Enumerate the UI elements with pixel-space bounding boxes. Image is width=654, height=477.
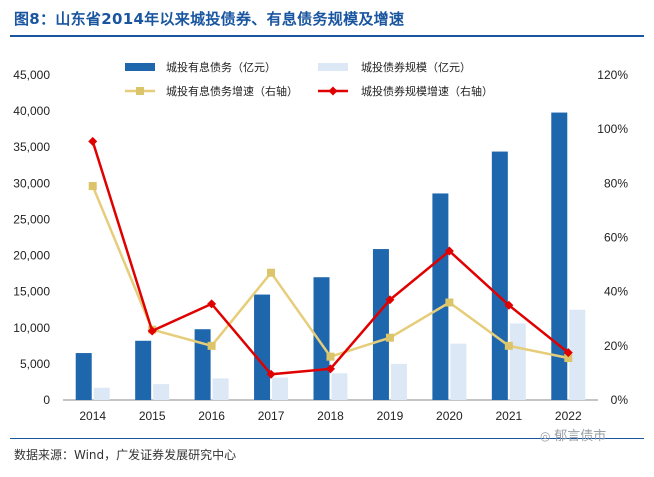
debt-bar [551, 112, 568, 401]
debt-growth-point [564, 354, 573, 363]
legend-label-debt-growth: 城投有息债务增速（右轴） [166, 84, 298, 98]
source-note: 数据来源：Wind，广发证券发展研究中心 [14, 448, 237, 462]
y-left-tick-label: 25,000 [13, 212, 50, 226]
debt-bar [135, 340, 152, 400]
bond-bar [509, 323, 526, 400]
bond-growth-point [266, 369, 276, 379]
x-tick-label: 2020 [436, 409, 463, 423]
debt-growth-point [445, 298, 454, 307]
bond-growth-point [326, 364, 335, 374]
x-tick-label: 2017 [258, 409, 285, 423]
source-divider [10, 438, 644, 439]
bond-growth-point [207, 299, 217, 309]
bond-bar [93, 387, 110, 400]
y-left-tick-label: 45,000 [13, 68, 50, 82]
x-tick-label: 2019 [377, 409, 404, 423]
y-left-tick-label: 15,000 [13, 285, 50, 299]
debt-bar [432, 193, 449, 400]
debt-bar [372, 249, 389, 400]
bond-bar [569, 309, 586, 400]
debt-growth-point [326, 352, 335, 361]
watermark-text: 郁言债市 [554, 429, 607, 444]
y-right-tick-label: 120% [597, 68, 628, 82]
x-tick-label: 2015 [139, 409, 166, 423]
legend-label-bond-growth: 城投债券规模增速（右轴） [361, 84, 493, 98]
y-right-tick-label: 80% [604, 176, 628, 190]
debt-growth-point [385, 333, 394, 342]
legend-marker-debt-growth [136, 87, 144, 95]
x-tick-label: 2016 [198, 409, 225, 423]
debt-growth-point [267, 268, 276, 277]
y-left-tick-label: 5,000 [20, 357, 50, 371]
y-left-tick-label: 10,000 [13, 321, 50, 335]
legend-marker-bond-growth [328, 86, 338, 96]
bond-growth-point [504, 300, 514, 310]
debt-bar [313, 277, 330, 400]
bond-bar [153, 384, 170, 400]
debt-growth-point [504, 341, 513, 350]
debt-growth-point [88, 182, 97, 191]
legend-label-bond: 城投债券规模（亿元） [361, 60, 471, 74]
chart-title: 图8：山东省2014年以来城投债券、有息债务规模及增速 [14, 10, 405, 28]
y-left-tick-label: 20,000 [13, 249, 50, 263]
bond-bar [272, 377, 289, 400]
y-left-tick-label: 40,000 [13, 104, 50, 118]
bond-bar [390, 363, 407, 400]
bond-bar [450, 343, 467, 400]
x-tick-label: 2018 [317, 409, 344, 423]
debt-bar [491, 151, 508, 400]
y-right-tick-label: 40% [604, 285, 628, 299]
x-tick-label: 2021 [495, 409, 522, 423]
debt-bar [75, 353, 92, 400]
debt-bar [194, 329, 211, 400]
y-right-tick-label: 20% [604, 339, 628, 353]
bond-growth-point [385, 295, 395, 305]
title-divider [10, 35, 644, 37]
y-right-tick-label: 0% [611, 393, 629, 407]
y-right-tick-label: 100% [597, 122, 628, 136]
bond-growth-point [563, 348, 573, 358]
bond-bar [212, 378, 229, 400]
watermark: ◎ 郁言债市 [540, 425, 606, 444]
y-left-tick-label: 35,000 [13, 140, 50, 154]
x-tick-label: 2022 [555, 409, 582, 423]
y-left-tick-label: 30,000 [13, 176, 50, 190]
bond-growth-point [444, 246, 454, 256]
legend-swatch-debt [125, 63, 155, 71]
wechat-icon: ◎ [540, 429, 555, 443]
legend-swatch-bond [318, 63, 348, 71]
debt-bar [254, 294, 271, 400]
y-left-tick-label: 0 [43, 393, 50, 407]
bond-growth-point [147, 326, 157, 336]
bond-growth-point [88, 136, 98, 146]
y-right-tick-label: 60% [604, 231, 628, 245]
legend-label-debt: 城投有息债务（亿元） [166, 60, 276, 74]
x-tick-label: 2014 [79, 409, 106, 423]
debt-growth-point [207, 341, 216, 350]
bond-bar [331, 373, 348, 400]
